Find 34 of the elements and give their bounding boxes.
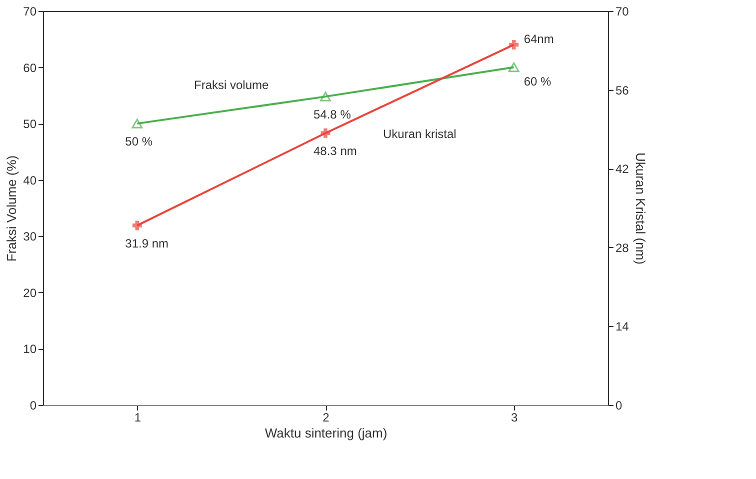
- y-axis-title: Fraksi Volume (%): [4, 155, 20, 262]
- data-label: 31.9 nm: [125, 236, 169, 250]
- y2-tick-label: 56: [616, 83, 630, 98]
- x-tick-label: 3: [510, 410, 518, 424]
- x-axis-title: Waktu sintering (jam): [264, 426, 388, 440]
- y2-tick-label: 28: [616, 240, 630, 255]
- data-label: 50 %: [125, 134, 153, 149]
- y2-tick-label: 14: [616, 320, 630, 334]
- point: [320, 128, 330, 138]
- y-tick-label: 20: [23, 286, 37, 300]
- y-tick-label: 0: [30, 398, 37, 412]
- y-tick-label: 60: [23, 60, 37, 75]
- point: [508, 62, 520, 72]
- point: [132, 118, 143, 128]
- y-tick-label: 70: [23, 4, 37, 18]
- data-label: 54.8 %: [314, 108, 352, 122]
- data-label: 48.3 nm: [314, 144, 357, 158]
- y-tick-label: 30: [23, 230, 37, 244]
- point: [132, 220, 142, 230]
- data-label: 60 %: [524, 74, 552, 88]
- series-label: Fraksi volume: [194, 78, 269, 92]
- y2-tick-label: 70: [616, 4, 630, 18]
- point: [320, 92, 331, 102]
- data-label: 64nm: [524, 32, 554, 46]
- point: [509, 40, 519, 50]
- x-tick-label: 2: [322, 410, 330, 424]
- y-tick-label: 40: [23, 173, 37, 188]
- y-tick-label: 50: [23, 117, 37, 132]
- y-tick-label: 10: [23, 342, 37, 356]
- y2-axis-title: Ukuran Kristal (nm): [632, 152, 648, 264]
- y2-tick-label: 0: [616, 398, 622, 412]
- y2-tick-label: 42: [616, 162, 630, 176]
- series-label: Ukuran kristal: [382, 126, 456, 141]
- x-tick-label: 1: [134, 410, 142, 424]
